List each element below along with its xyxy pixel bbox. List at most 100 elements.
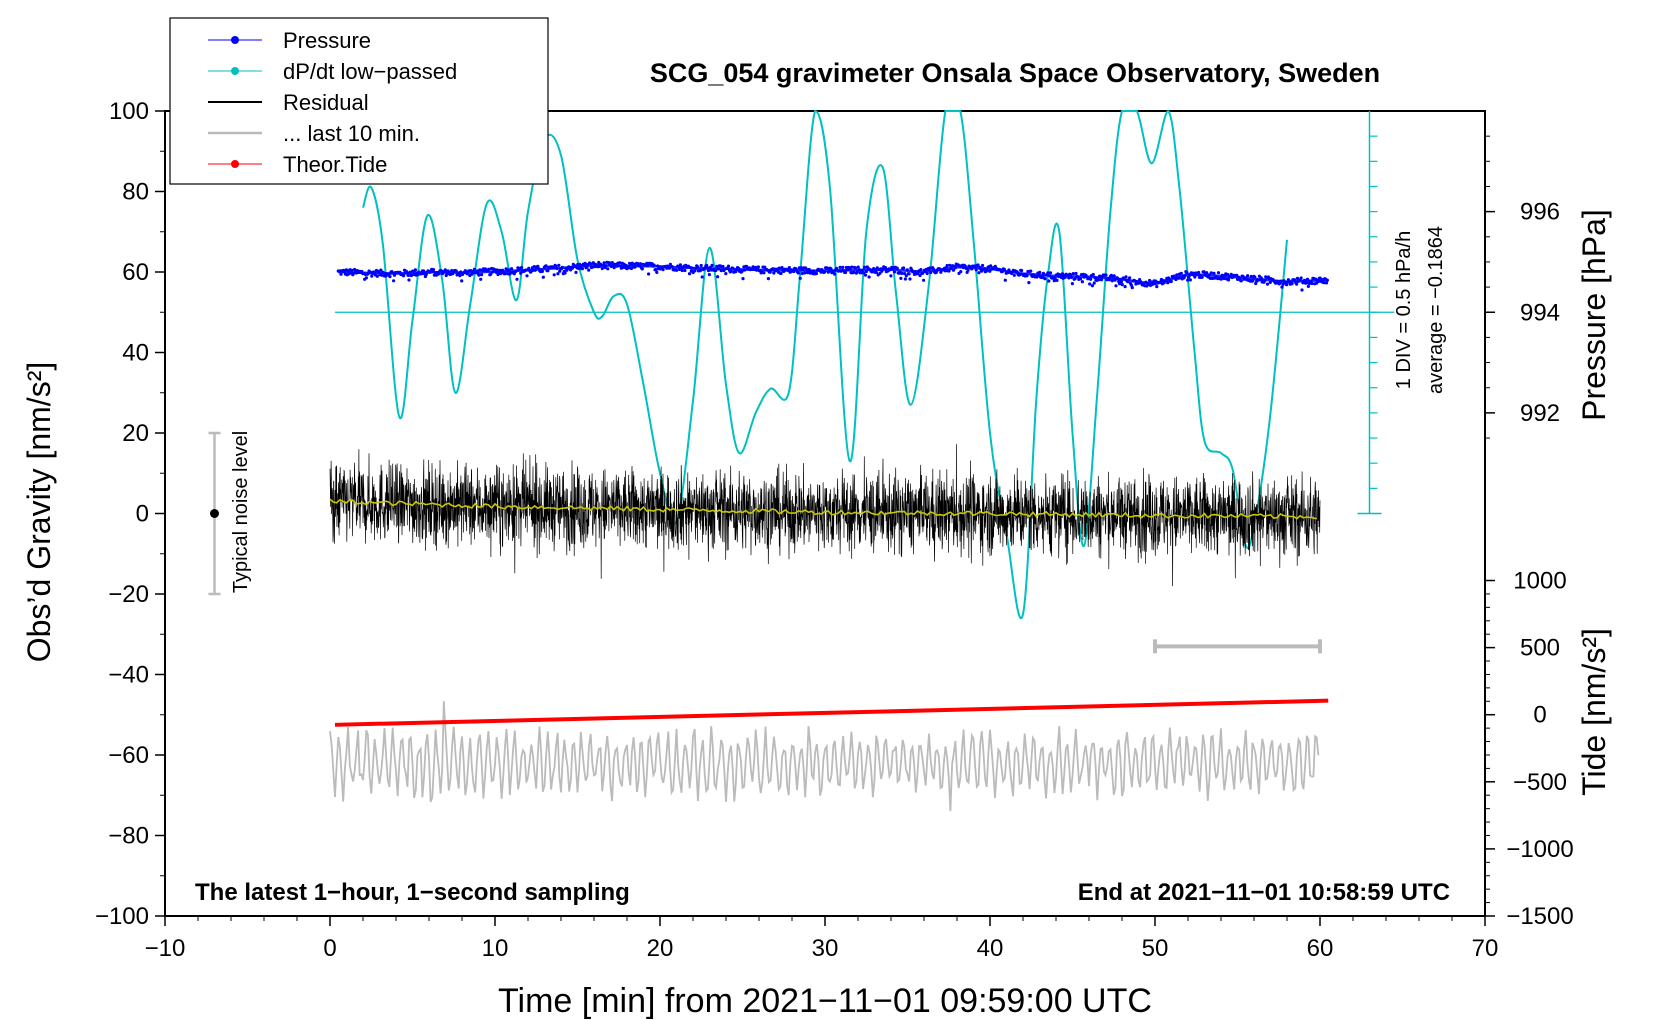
chart-title: SCG_054 gravimeter Onsala Space Observat… xyxy=(650,58,1380,88)
y-tick-label: 20 xyxy=(122,420,149,447)
pressure-tick-label: 996 xyxy=(1520,199,1560,226)
dpdt-line xyxy=(362,109,1288,619)
pressure-point xyxy=(922,278,926,282)
pressure-point xyxy=(900,271,904,275)
pressure-point xyxy=(364,276,368,280)
pressure-point xyxy=(413,268,417,272)
pressure-point xyxy=(558,269,562,273)
x-tick-label: 0 xyxy=(323,935,336,962)
dpdt-layer xyxy=(362,109,1288,619)
noise-level-label: Typical noise level xyxy=(230,431,252,593)
pressure-point xyxy=(1246,274,1250,278)
pressure-point xyxy=(1197,270,1201,275)
pressure-point xyxy=(1112,274,1116,278)
pressure-axis-ticks: 996 994 992 xyxy=(1485,135,1560,439)
x-tick-label: 10 xyxy=(482,935,509,962)
pressure-point xyxy=(460,279,464,283)
pressure-point xyxy=(762,271,766,275)
dpdt-average-text: average = −0.1864 xyxy=(1425,226,1447,394)
x-tick-label: 50 xyxy=(1142,935,1169,962)
pressure-point xyxy=(989,264,993,268)
pressure-point xyxy=(1091,272,1095,277)
pressure-point xyxy=(843,270,848,275)
pressure-point xyxy=(541,275,545,279)
y-tick-label: −60 xyxy=(108,742,149,769)
pressure-point xyxy=(814,271,819,276)
pressure-layer xyxy=(336,260,1329,292)
pressure-point xyxy=(902,266,906,270)
pressure-point xyxy=(525,274,529,278)
pressure-point xyxy=(618,261,622,265)
pressure-point xyxy=(715,264,719,268)
theor-tide-line xyxy=(334,698,1329,727)
pressure-point xyxy=(1239,279,1243,283)
pressure-point xyxy=(1046,271,1050,275)
pressure-point xyxy=(1212,271,1216,275)
pressure-point xyxy=(580,267,585,271)
pressure-point xyxy=(1027,281,1031,285)
pressure-point xyxy=(683,268,687,273)
tide-tick-label: −500 xyxy=(1513,769,1567,796)
y-tick-label: 100 xyxy=(109,98,149,125)
tide-tick-label: −1000 xyxy=(1506,836,1573,863)
pressure-point xyxy=(1310,281,1314,286)
pressure-point xyxy=(515,277,519,281)
tide-tick-label: −1500 xyxy=(1506,903,1573,930)
pressure-point xyxy=(945,263,949,268)
pressure-point xyxy=(1070,282,1074,286)
pressure-point xyxy=(1265,282,1270,286)
pressure-point xyxy=(903,277,908,281)
pressure-point xyxy=(1055,278,1059,282)
pressure-point xyxy=(540,269,545,273)
pressure-point xyxy=(675,268,679,272)
pressure-point xyxy=(520,266,524,270)
pressure-point xyxy=(1129,283,1133,287)
pressure-point xyxy=(370,274,374,278)
pressure-point xyxy=(1020,268,1024,273)
pressure-point xyxy=(1318,276,1322,280)
pressure-point xyxy=(959,270,963,274)
residual-smoothed-line xyxy=(329,498,1317,520)
y-tick-label: −100 xyxy=(95,903,149,930)
pressure-point xyxy=(1074,271,1078,276)
x-axis-ticks: −10 0 10 20 30 40 50 60 70 xyxy=(145,916,1498,962)
pressure-point xyxy=(874,270,879,275)
pressure-point xyxy=(1268,280,1272,284)
pressure-point xyxy=(1155,285,1159,289)
last-10-min-line xyxy=(329,701,1320,812)
pressure-point xyxy=(756,265,761,269)
y-tick-label: 40 xyxy=(122,340,149,367)
pressure-point xyxy=(947,269,951,273)
tide-axis-ticks: 1000 500 0 −500 −1000 −1500 xyxy=(1485,568,1574,930)
pressure-point xyxy=(499,272,503,276)
pressure-point xyxy=(1123,285,1127,289)
pressure-point xyxy=(1120,283,1124,287)
y-axis-tide-label: Tide [nm/s²] xyxy=(1576,628,1612,796)
pressure-point xyxy=(838,265,842,269)
pressure-point xyxy=(606,267,610,271)
pressure-point xyxy=(557,263,561,267)
pressure-point xyxy=(1300,288,1304,292)
x-tick-label: 40 xyxy=(977,935,1004,962)
pressure-point xyxy=(563,271,567,275)
legend-label-pressure: Pressure xyxy=(283,28,371,53)
pressure-point xyxy=(480,273,484,277)
legend-label-last-10-min: ... last 10 min. xyxy=(283,121,420,146)
y-tick-label: 0 xyxy=(136,501,149,528)
pressure-point xyxy=(833,272,837,276)
pressure-point xyxy=(899,276,903,280)
residual-line xyxy=(329,444,1321,587)
legend-entry-dpdt: dP/dt low−passed xyxy=(208,59,457,84)
pressure-point xyxy=(1209,271,1213,275)
pressure-point xyxy=(763,265,767,269)
pressure-point xyxy=(1229,272,1233,276)
pressure-point xyxy=(856,265,860,269)
pressure-point xyxy=(629,266,634,271)
pressure-point xyxy=(798,276,802,280)
pressure-point xyxy=(766,277,771,281)
pressure-point xyxy=(700,275,704,279)
legend-entry-theor-tide: Theor.Tide xyxy=(208,152,387,177)
legend-entry-last-10-min: ... last 10 min. xyxy=(208,121,420,146)
pressure-point xyxy=(1029,269,1033,273)
